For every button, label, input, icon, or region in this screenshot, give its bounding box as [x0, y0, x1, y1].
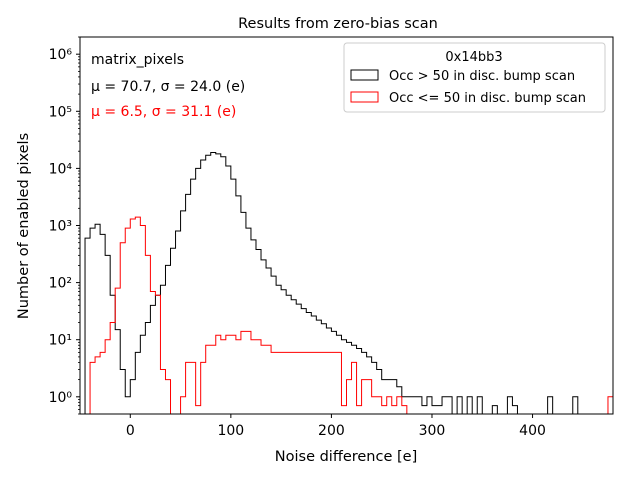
legend-swatch-red — [350, 91, 379, 103]
histogram-series-1 — [80, 216, 613, 414]
legend-swatch-black — [350, 69, 379, 81]
x-tick-label: 400 — [519, 423, 546, 439]
x-tick-label: 200 — [318, 423, 345, 439]
x-axis: 0 100 200 300 400 — [126, 414, 546, 439]
y-tick-label: 10⁵ — [49, 104, 72, 120]
legend-frame — [343, 42, 606, 113]
x-tick-label: 0 — [126, 423, 135, 439]
x-tick-label: 100 — [217, 423, 244, 439]
y-tick-label: 10³ — [49, 219, 72, 235]
legend-entry-black: Occ > 50 in disc. bump scan — [389, 69, 575, 84]
legend-title: 0x14bb3 — [445, 50, 502, 65]
y-tick-label: 10⁴ — [49, 161, 73, 177]
legend-entry-red: Occ <= 50 in disc. bump scan — [389, 91, 586, 106]
y-tick-label: 10¹ — [49, 333, 72, 349]
x-axis-label: Noise difference [e] — [275, 449, 417, 465]
y-axis-label: Number of enabled pixels — [16, 133, 32, 319]
series-layer — [80, 151, 613, 414]
legend: 0x14bb3 Occ > 50 in disc. bump scan Occ … — [343, 42, 606, 113]
y-tick-label: 10² — [49, 276, 72, 292]
chart-title: Results from zero-bias scan — [238, 16, 438, 32]
y-tick-label: 10⁶ — [49, 47, 73, 63]
plot-area — [80, 151, 613, 414]
annotation-red-stats: μ = 6.5, σ = 31.1 (e) — [91, 104, 236, 120]
annotation-dataset: matrix_pixels — [91, 52, 184, 68]
annotation-black-stats: μ = 70.7, σ = 24.0 (e) — [91, 79, 245, 95]
y-tick-label: 10⁰ — [49, 390, 73, 406]
y-axis: 10⁰ 10¹ 10² 10³ 10⁴ 10⁵ 10⁶ — [49, 36, 80, 415]
histogram-series-0 — [80, 151, 613, 414]
x-tick-label: 300 — [419, 423, 446, 439]
annotation-block: matrix_pixels μ = 70.7, σ = 24.0 (e) μ =… — [91, 52, 245, 120]
